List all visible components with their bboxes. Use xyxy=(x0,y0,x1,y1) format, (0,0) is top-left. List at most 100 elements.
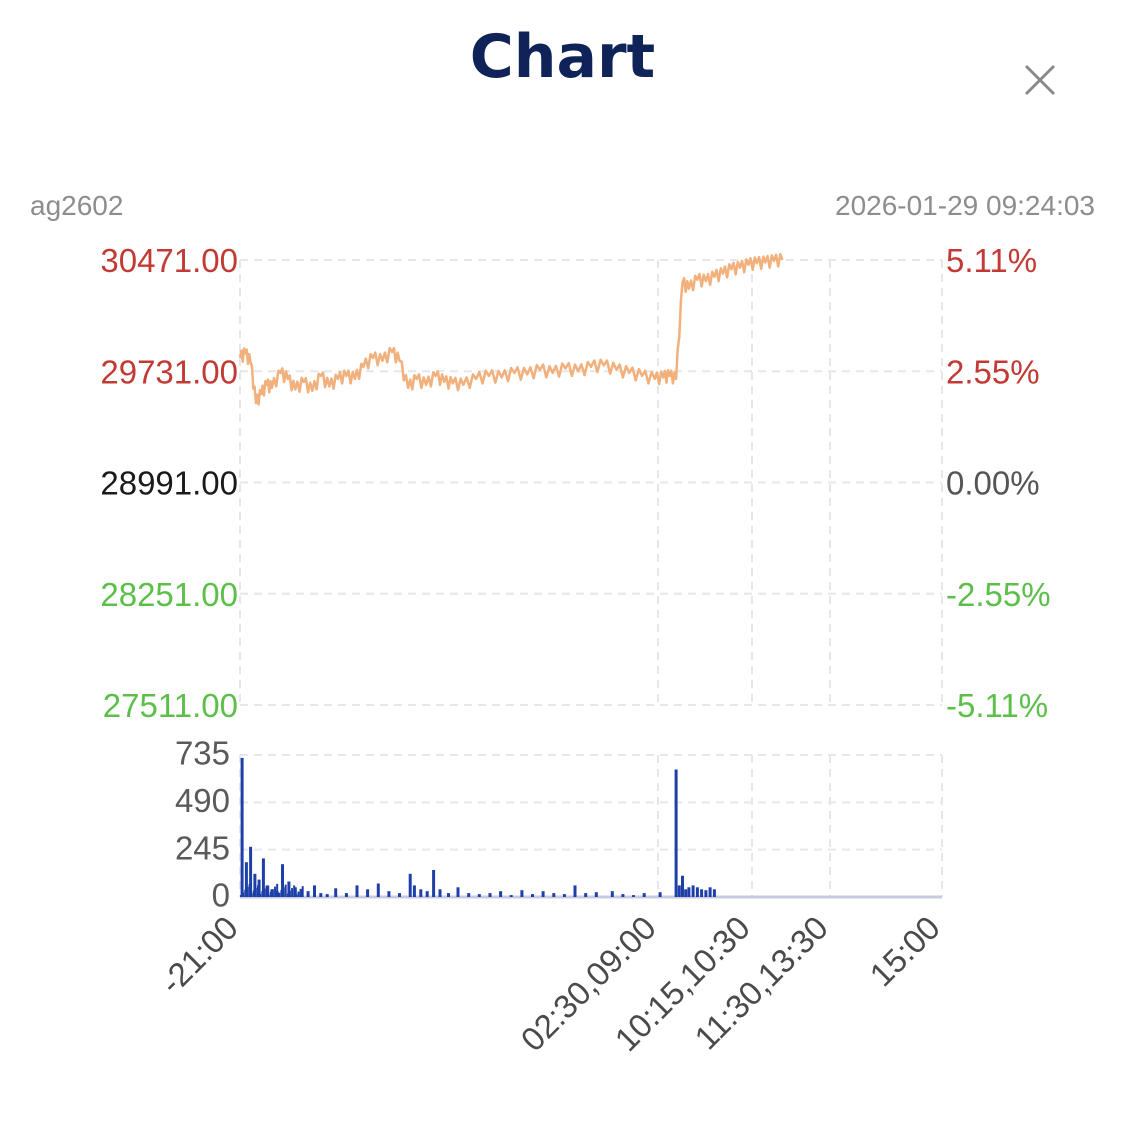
volume-bar xyxy=(276,883,279,897)
volume-bar xyxy=(267,894,270,897)
volume-bar xyxy=(419,889,423,897)
volume-bar xyxy=(246,886,249,897)
volume-bar xyxy=(325,894,329,897)
volume-bar xyxy=(248,884,251,897)
volume-bar xyxy=(284,884,287,897)
volume-bar xyxy=(584,893,588,897)
volume-bar xyxy=(432,870,436,897)
price-axis-label: 28991.00 xyxy=(100,465,238,502)
volume-bar xyxy=(520,890,524,897)
x-tick-label: 15:00 xyxy=(862,909,947,994)
volume-bar xyxy=(704,890,708,897)
volume-bar xyxy=(281,864,284,897)
volume-bar xyxy=(257,879,261,897)
volume-bar xyxy=(295,894,298,897)
volume-bar xyxy=(286,893,289,897)
volume-bar xyxy=(244,889,247,897)
volume-axis-label: 0 xyxy=(212,877,230,914)
volume-bar xyxy=(531,894,534,897)
volume-bar xyxy=(632,895,635,897)
volume-bar xyxy=(297,891,300,897)
volume-bar xyxy=(257,885,260,897)
volume-bar xyxy=(288,890,291,897)
volume-bar xyxy=(562,894,566,897)
volume-bar xyxy=(621,894,625,897)
volume-bar xyxy=(408,873,412,897)
price-axis-label: 28251.00 xyxy=(100,576,238,613)
volume-bar xyxy=(687,887,691,897)
price-line xyxy=(238,252,784,406)
volume-bar xyxy=(677,885,681,897)
volume-bar xyxy=(447,893,450,897)
volume-bar xyxy=(278,892,281,897)
volume-bar xyxy=(594,892,598,897)
volume-bar xyxy=(244,862,248,897)
volume-bar xyxy=(467,893,471,897)
volume-bar xyxy=(301,886,304,897)
volume-bar xyxy=(477,894,481,897)
volume-bar xyxy=(438,889,442,897)
volume-bar xyxy=(681,875,684,897)
volume-bar xyxy=(287,881,291,897)
volume-bar xyxy=(712,889,716,897)
volume-bar xyxy=(306,891,310,897)
volume-bar xyxy=(456,887,460,897)
volume-bar xyxy=(271,889,274,897)
volume-bar xyxy=(398,893,401,897)
volume-bar xyxy=(674,769,678,897)
volume-bar xyxy=(261,891,264,897)
volume-bar xyxy=(263,888,266,897)
volume-bar xyxy=(242,892,245,897)
volume-bar xyxy=(642,893,646,897)
page-title: Chart xyxy=(469,22,656,92)
volume-bar xyxy=(282,887,285,897)
volume-bar xyxy=(280,890,283,897)
volume-bar xyxy=(355,885,359,897)
price-axis-label: 30471.00 xyxy=(100,242,238,279)
volume-bar xyxy=(252,890,255,897)
volume-bar xyxy=(313,885,316,897)
volume-bar xyxy=(691,885,695,897)
volume-bar xyxy=(334,888,338,897)
volume-bar xyxy=(376,883,380,897)
volume-bar xyxy=(509,895,513,897)
percent-axis-label: 5.11% xyxy=(946,242,1037,279)
volume-bar xyxy=(344,893,348,897)
volume-bar xyxy=(270,889,274,897)
volume-bar xyxy=(708,887,712,897)
percent-axis-label: 0.00% xyxy=(946,465,1040,502)
volume-bar xyxy=(274,886,277,897)
volume-bar xyxy=(293,885,296,897)
percent-axis-label: -2.55% xyxy=(946,576,1051,613)
percent-axis-label: 2.55% xyxy=(946,353,1040,390)
volume-bar xyxy=(291,888,294,897)
volume-bar xyxy=(293,887,297,897)
x-tick-label: -21:00 xyxy=(153,909,245,1001)
volume-axis-label: 490 xyxy=(175,782,230,819)
volume-axis-label: 245 xyxy=(175,829,230,866)
price-axis-label: 27511.00 xyxy=(103,687,238,724)
volume-bar xyxy=(425,891,429,897)
volume-bar xyxy=(700,889,704,897)
volume-bar xyxy=(253,873,257,897)
volume-bar xyxy=(552,893,556,897)
volume-bar xyxy=(488,893,492,897)
volume-bar xyxy=(319,893,323,897)
volume-bar xyxy=(366,889,370,897)
volume-bar xyxy=(250,893,253,897)
volume-axis-label: 735 xyxy=(175,735,230,772)
instrument-symbol: ag2602 xyxy=(30,190,124,221)
percent-axis-label: -5.11% xyxy=(946,687,1048,724)
volume-bar xyxy=(658,892,662,897)
close-button[interactable] xyxy=(1018,58,1062,102)
volume-bar xyxy=(541,891,545,897)
volume-bar xyxy=(269,891,272,897)
volume-bar xyxy=(240,757,244,897)
volume-bar xyxy=(499,891,503,897)
volume-bar xyxy=(412,885,416,897)
volume-bar xyxy=(249,846,253,897)
volume-bar xyxy=(387,891,391,897)
volume-bar xyxy=(610,891,614,897)
